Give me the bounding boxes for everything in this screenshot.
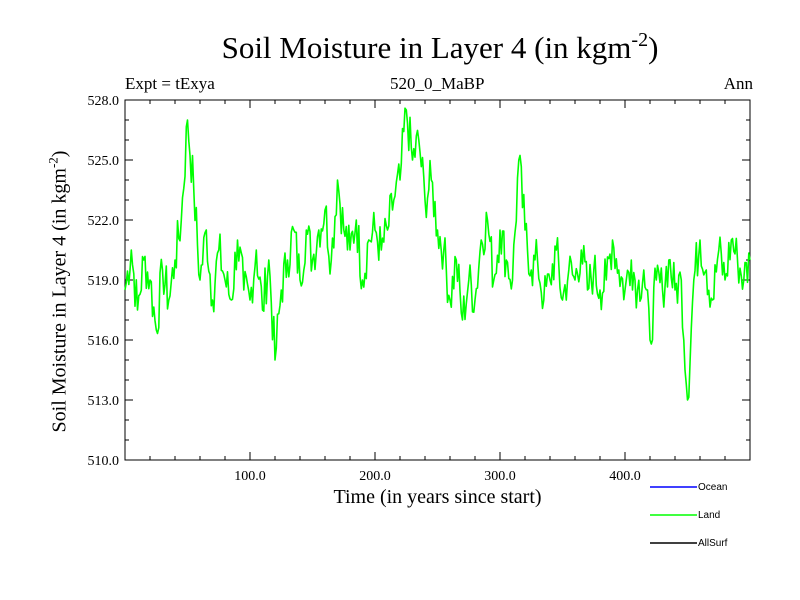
y-tick-label: 525.0	[88, 154, 120, 169]
y-axis-label: Soil Moisture in Layer 4 (in kgm-2)	[45, 92, 72, 492]
x-tick-label: 100.0	[234, 469, 266, 484]
chart-title-end: )	[648, 30, 659, 65]
chart-title: Soil Moisture in Layer 4 (in kgm-2)	[0, 30, 800, 66]
series-lines	[124, 107, 751, 401]
subtitle-experiment: Expt = tExya	[125, 74, 215, 93]
y-axis-label-end: )	[48, 150, 71, 158]
legend-label-land: Land	[698, 510, 720, 521]
y-tick-label: 510.0	[88, 454, 120, 469]
chart-title-text: Soil Moisture in Layer 4 (in kgm	[221, 30, 632, 65]
series-line-land	[124, 107, 751, 401]
x-tick-label: 200.0	[359, 469, 391, 484]
y-tick-label: 519.0	[88, 274, 120, 289]
legend-label-allsurf: AllSurf	[698, 538, 728, 549]
chart-title-superscript: -2	[631, 29, 649, 51]
y-tick-label: 516.0	[88, 334, 120, 349]
y-axis-label-text: Soil Moisture in Layer 4 (in kgm	[48, 168, 71, 433]
y-axis-label-superscript: -2	[45, 157, 61, 169]
y-tick-label: 522.0	[88, 214, 120, 229]
subtitle-period: 520_0_MaBP	[390, 74, 485, 93]
y-axis-ticks: 510.0 513.0 516.0 519.0 522.0 525.0 528.0	[88, 94, 750, 469]
y-tick-label: 513.0	[88, 394, 120, 409]
x-axis-label: Time (in years since start)	[333, 486, 542, 508]
subtitle-season: Ann	[723, 74, 753, 93]
x-tick-label: 300.0	[484, 469, 516, 484]
legend-label-ocean: Ocean	[698, 482, 727, 493]
legend: Ocean Land AllSurf	[650, 482, 728, 549]
x-tick-label: 400.0	[609, 469, 641, 484]
x-axis-ticks: 100.0 200.0 300.0 400.0	[124, 100, 751, 484]
y-tick-label: 528.0	[88, 94, 120, 109]
